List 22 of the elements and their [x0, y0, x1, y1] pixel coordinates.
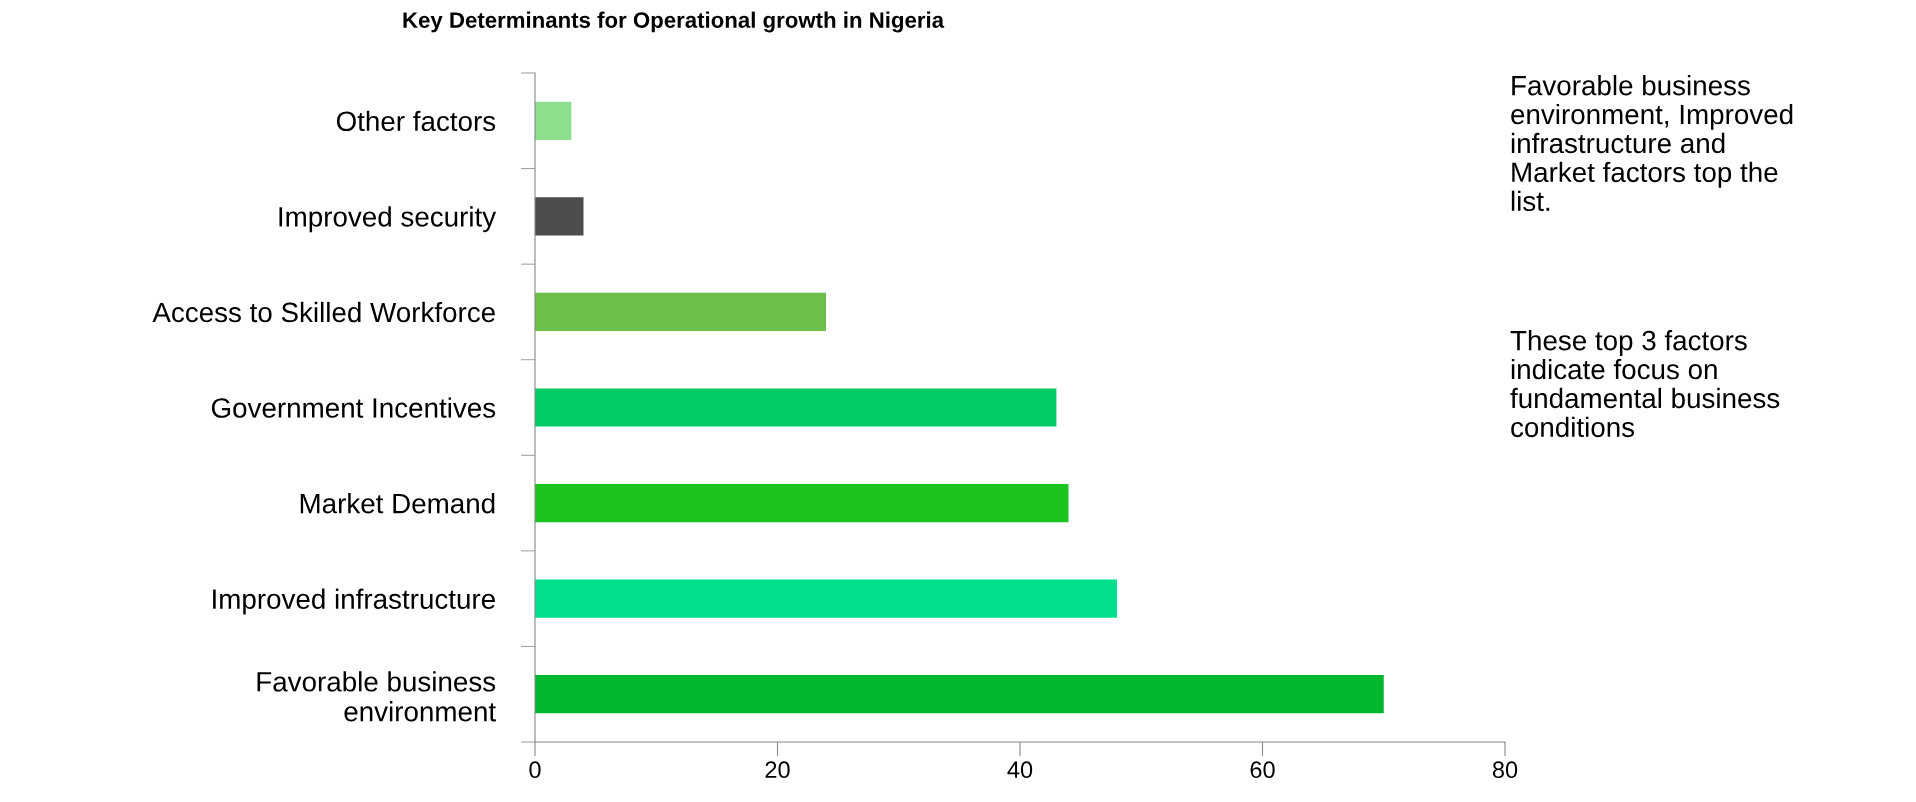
bar: [535, 197, 584, 236]
y-tick-label: Improved security: [279, 206, 497, 233]
bar: [535, 579, 1117, 618]
text: Favorable business environment, Improved infrastructure and Market factors top the list.: [1511, 75, 1793, 212]
x-tick-label: 80: [1492, 761, 1518, 779]
y-tick-label: Access to Skilled Workforce: [152, 301, 495, 323]
chart-title: Key Determinants for Operational growth in Nigeria: [403, 11, 945, 33]
x-tick-label: 60: [1250, 761, 1275, 779]
y-tick-label: Market Demand: [300, 493, 495, 514]
y-tick-label: Favorable business environment: [257, 671, 496, 722]
y-tick-label: Other factors: [336, 110, 496, 132]
y-tick-label: Government Incentives: [211, 397, 496, 418]
bar: [535, 388, 1057, 427]
x-tick-label: 0: [529, 761, 541, 779]
bar: [535, 292, 826, 332]
text: These top 3 factors indicate focus on fundamental business conditions: [1510, 330, 1780, 438]
x-tick-label: 20: [765, 761, 790, 779]
bar: [535, 483, 1069, 523]
x-tick-label: 40: [1007, 761, 1033, 779]
bar: [535, 101, 572, 140]
y-tick-label: Improved infrastructure: [213, 588, 495, 615]
bar: [535, 675, 1384, 714]
